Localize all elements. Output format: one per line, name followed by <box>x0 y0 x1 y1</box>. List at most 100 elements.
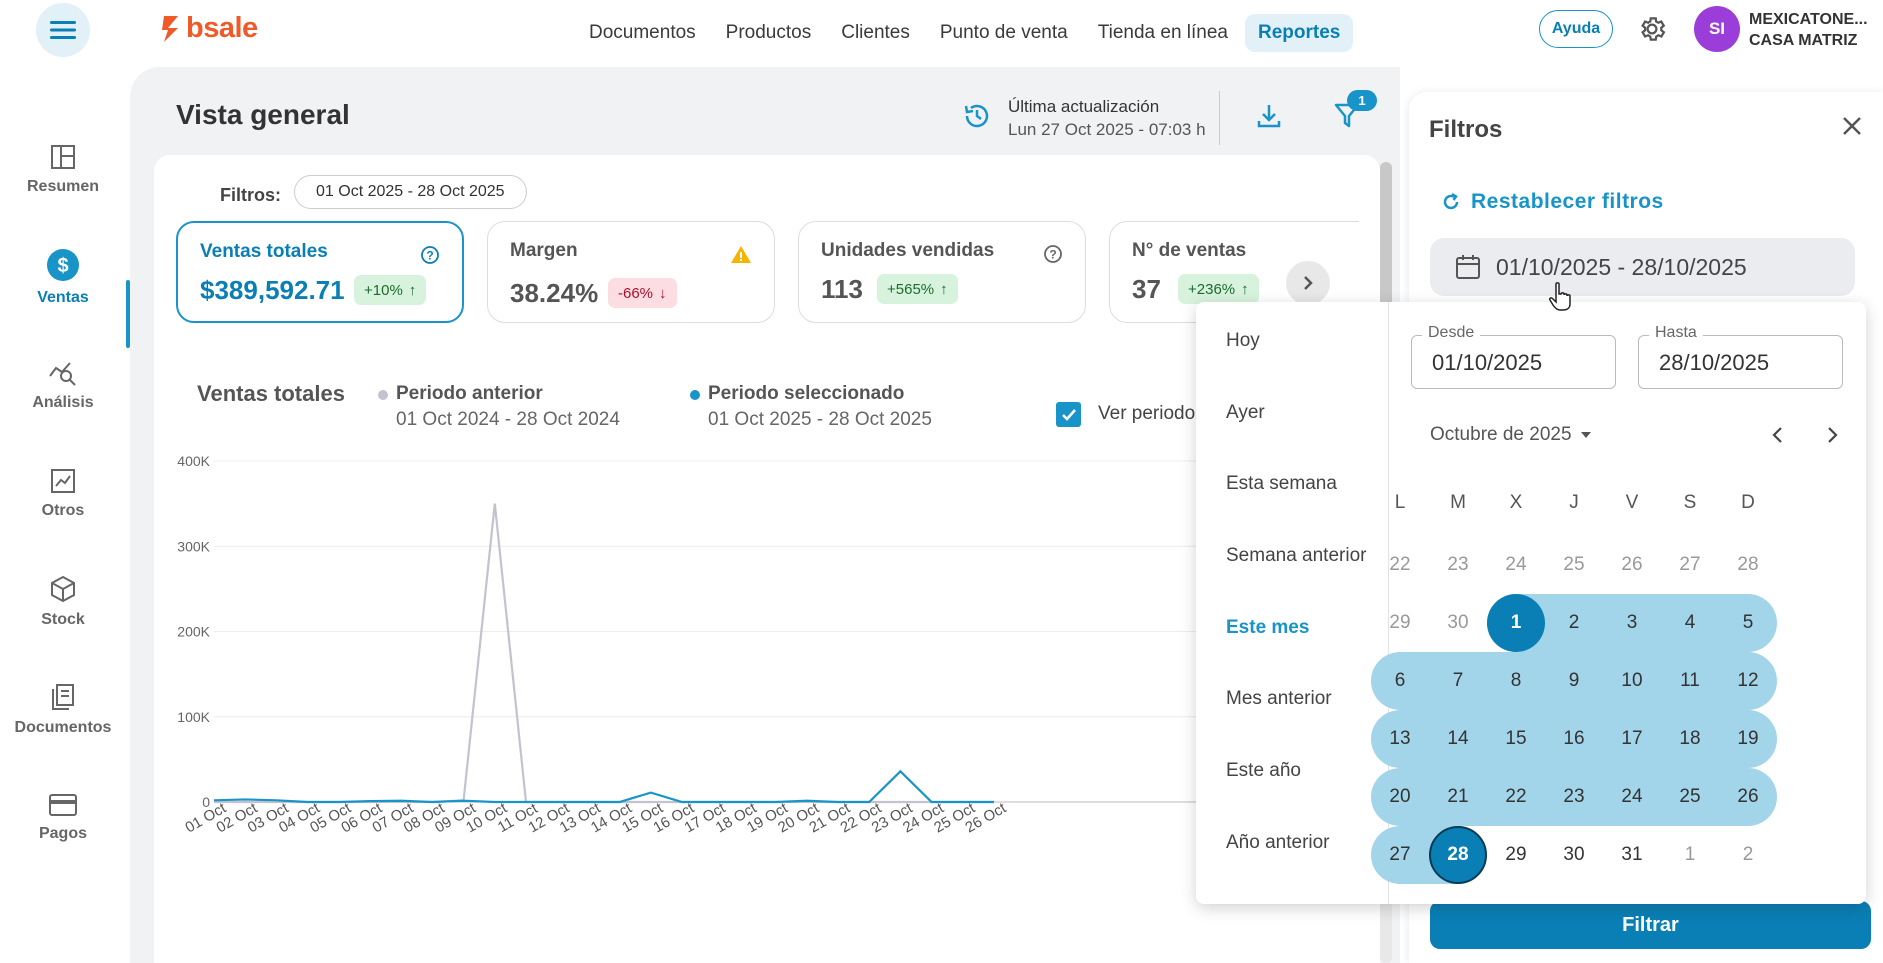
calendar-day[interactable]: 26 <box>1737 786 1759 807</box>
filters-label: Filtros: <box>220 185 281 205</box>
delta-value: +10% <box>364 281 403 299</box>
calendar-day[interactable]: 9 <box>1568 670 1580 691</box>
delta-value: -66% <box>618 284 654 302</box>
sidebar-item-ventas[interactable]: $ Ventas <box>0 238 126 318</box>
date-range-field[interactable]: 01/10/2025 - 28/10/2025 <box>1430 238 1855 296</box>
preset-esta-semana[interactable]: Esta semana <box>1226 473 1337 494</box>
sidebar-item-analisis[interactable]: Análisis <box>0 346 126 426</box>
calendar-day[interactable]: 22 <box>1505 786 1527 807</box>
calendar-day[interactable]: 6 <box>1394 670 1406 691</box>
calendar-day[interactable]: 4 <box>1684 612 1696 633</box>
calendar-day[interactable]: 1 <box>1487 594 1545 652</box>
last-update: Última actualización Lun 27 Oct 2025 - 0… <box>1008 95 1206 141</box>
calendar-day[interactable]: 22 <box>1389 554 1411 575</box>
calendar-day[interactable]: 24 <box>1505 554 1527 575</box>
kpi-delta: +10% ↑ <box>354 275 427 305</box>
from-date-input[interactable]: Desde 01/10/2025 <box>1411 324 1616 389</box>
prev-month-icon[interactable] <box>1768 424 1788 446</box>
preset-semana-anterior[interactable]: Semana anterior <box>1226 545 1367 566</box>
calendar-day[interactable]: 28 <box>1737 554 1759 575</box>
sidebar-item-stock[interactable]: Stock <box>0 562 126 642</box>
calendar-day[interactable]: 29 <box>1505 844 1527 865</box>
calendar-day[interactable]: 27 <box>1679 554 1701 575</box>
sidebar-item-otros[interactable]: Otros <box>0 454 126 534</box>
help-button[interactable]: Ayuda <box>1539 10 1613 48</box>
calendar-day[interactable]: 20 <box>1389 786 1411 807</box>
preset-este-ano[interactable]: Este año <box>1226 760 1301 781</box>
brand-logo[interactable]: bsale <box>160 12 258 45</box>
legend-range: 01 Oct 2024 - 28 Oct 2024 <box>396 409 620 430</box>
date-range-value: 01/10/2025 - 28/10/2025 <box>1496 253 1747 280</box>
preset-ayer[interactable]: Ayer <box>1226 402 1265 423</box>
preset-ano-anterior[interactable]: Año anterior <box>1226 832 1330 853</box>
calendar-day[interactable]: 19 <box>1737 728 1759 749</box>
to-date-input[interactable]: Hasta 28/10/2025 <box>1638 324 1843 389</box>
calendar-day[interactable]: 7 <box>1452 670 1464 691</box>
calendar-day[interactable]: 5 <box>1742 612 1754 633</box>
divider <box>1219 91 1220 145</box>
calendar-day[interactable]: 2 <box>1742 844 1754 865</box>
preset-mes-anterior[interactable]: Mes anterior <box>1226 688 1332 709</box>
help-circle-icon[interactable]: ? <box>1043 244 1063 264</box>
calendar-day[interactable]: 18 <box>1679 728 1701 749</box>
calendar-day[interactable]: 31 <box>1621 844 1643 865</box>
calendar-day[interactable]: 3 <box>1626 612 1638 633</box>
kpi-next-button[interactable] <box>1286 261 1330 305</box>
calendar-day[interactable]: 17 <box>1621 728 1643 749</box>
brand-name: bsale <box>186 12 258 44</box>
calendar-day[interactable]: 10 <box>1621 670 1643 691</box>
calendar-day[interactable]: 2 <box>1568 612 1580 633</box>
calendar-day[interactable]: 30 <box>1447 612 1469 633</box>
calendar-day[interactable]: 24 <box>1621 786 1643 807</box>
arrow-up-icon: ↑ <box>1241 280 1249 298</box>
download-icon[interactable] <box>1256 103 1282 129</box>
menu-button[interactable] <box>36 3 90 57</box>
company-selector[interactable]: MEXICATONE... CASA MATRIZ <box>1749 9 1868 51</box>
nav-reportes[interactable]: Reportes <box>1245 14 1354 52</box>
preset-este-mes[interactable]: Este mes <box>1226 617 1310 638</box>
svg-text:$: $ <box>57 255 68 277</box>
nav-clientes[interactable]: Clientes <box>841 22 910 43</box>
overview-panel: Filtros: 01 Oct 2025 - 28 Oct 2025 Venta… <box>154 155 1380 963</box>
sidebar-item-pagos[interactable]: Pagos <box>0 778 126 858</box>
reset-filters-button[interactable]: Restablecer filtros <box>1441 190 1664 214</box>
calendar-day[interactable]: 27 <box>1389 844 1411 865</box>
nav-documentos[interactable]: Documentos <box>589 22 696 43</box>
weekday-label: M <box>1450 492 1466 513</box>
help-circle-icon[interactable]: ? <box>420 245 440 265</box>
preset-hoy[interactable]: Hoy <box>1226 330 1260 351</box>
sidebar-item-resumen[interactable]: Resumen <box>0 130 126 210</box>
calendar-day[interactable]: 21 <box>1447 786 1469 807</box>
calendar-day[interactable]: 15 <box>1505 728 1527 749</box>
show-previous-checkbox[interactable] <box>1056 402 1081 427</box>
kpi-margen[interactable]: Margen 38.24% -66% ↓ <box>487 221 775 323</box>
gear-icon[interactable] <box>1637 14 1667 44</box>
calendar-day[interactable]: 14 <box>1447 728 1469 749</box>
calendar-day[interactable]: 28 <box>1429 826 1487 884</box>
kpi-ventas-totales[interactable]: Ventas totales ? $389,592.71 +10% ↑ <box>176 221 464 323</box>
calendar-day[interactable]: 16 <box>1563 728 1585 749</box>
calendar-day[interactable]: 23 <box>1563 786 1585 807</box>
nav-tienda-en-linea[interactable]: Tienda en línea <box>1097 22 1228 43</box>
apply-filter-button[interactable]: Filtrar <box>1430 901 1871 949</box>
month-selector[interactable]: Octubre de 2025 <box>1430 424 1592 446</box>
calendar-day[interactable]: 25 <box>1563 554 1585 575</box>
avatar[interactable]: SI <box>1694 6 1740 52</box>
date-filter-chip[interactable]: 01 Oct 2025 - 28 Oct 2025 <box>294 175 527 209</box>
calendar-day[interactable]: 12 <box>1737 670 1759 691</box>
kpi-unidades-vendidas[interactable]: Unidades vendidas ? 113 +565% ↑ <box>798 221 1086 323</box>
calendar-day[interactable]: 13 <box>1389 728 1411 749</box>
sidebar-item-documentos[interactable]: Documentos <box>0 670 126 750</box>
nav-productos[interactable]: Productos <box>725 22 812 43</box>
calendar-day[interactable]: 11 <box>1680 670 1700 691</box>
calendar-day[interactable]: 29 <box>1389 612 1411 633</box>
calendar-day[interactable]: 26 <box>1621 554 1643 575</box>
calendar-day[interactable]: 8 <box>1510 670 1522 691</box>
calendar-day[interactable]: 25 <box>1679 786 1701 807</box>
calendar-day[interactable]: 23 <box>1447 554 1469 575</box>
close-icon[interactable] <box>1841 115 1863 137</box>
nav-punto-de-venta[interactable]: Punto de venta <box>939 22 1068 43</box>
calendar-day[interactable]: 30 <box>1563 844 1585 865</box>
next-month-icon[interactable] <box>1822 424 1842 446</box>
calendar-day[interactable]: 1 <box>1684 844 1696 865</box>
